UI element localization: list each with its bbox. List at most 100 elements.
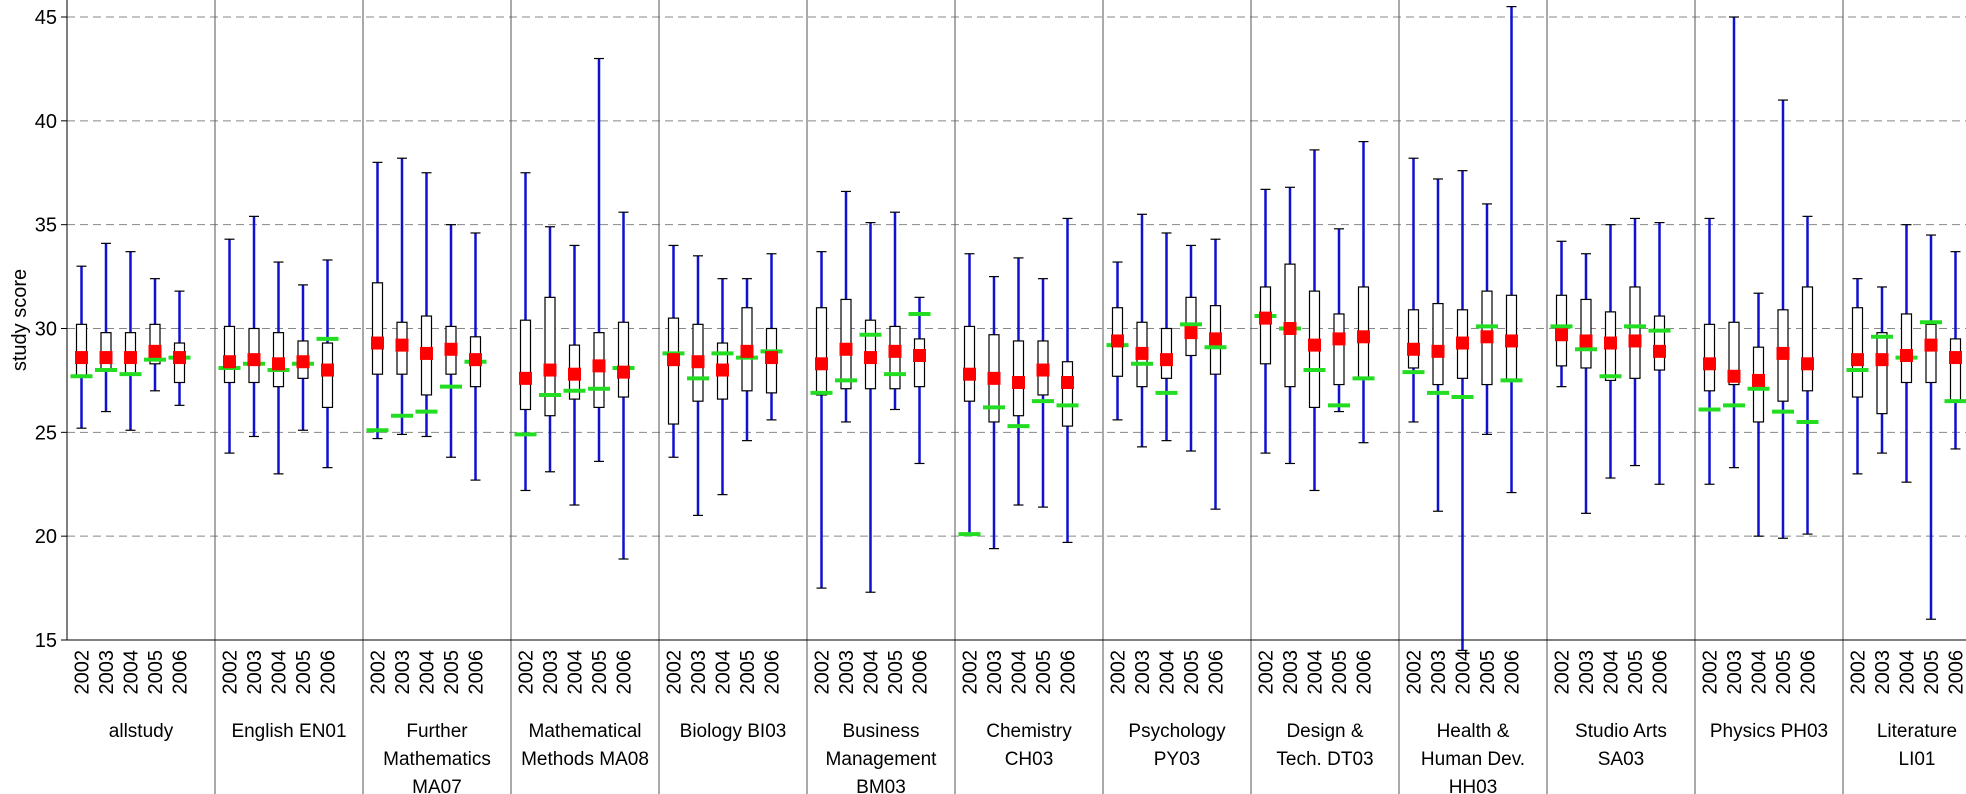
mean-marker: [395, 338, 409, 352]
y-tick-label: 35: [35, 215, 57, 237]
group-label: Management: [826, 749, 938, 770]
group-label: BM03: [856, 777, 906, 794]
mean-marker: [1111, 334, 1124, 348]
mean-marker: [469, 353, 482, 367]
year-label: 2006: [1650, 650, 1672, 695]
y-axis: 15 20 25 30 35 40 45: [35, 0, 1966, 652]
group-label: LI01: [1899, 749, 1936, 770]
year-label: 2003: [984, 650, 1006, 695]
mean-marker: [1407, 342, 1420, 356]
mean-marker: [1653, 344, 1666, 358]
group-label: Mathematical: [529, 721, 642, 742]
box: [1728, 321, 1740, 386]
mean-marker: [1456, 336, 1469, 350]
mean-marker: [223, 355, 236, 369]
group-label: Psychology: [1128, 721, 1226, 742]
year-label: 2004: [417, 650, 439, 695]
mean-marker: [1628, 334, 1642, 348]
year-label: 2006: [318, 650, 340, 695]
box: [1949, 338, 1962, 402]
year-label: 2006: [614, 650, 636, 695]
box: [1925, 323, 1937, 384]
year-label: 2003: [392, 650, 414, 695]
year-label: 2002: [1108, 650, 1130, 695]
year-label: 2002: [960, 650, 982, 695]
box: [1407, 309, 1420, 369]
year-label: 2002: [220, 650, 242, 695]
group-label: Business: [842, 721, 919, 742]
year-label: 2004: [1305, 650, 1327, 695]
mean-marker: [839, 342, 853, 356]
mean-marker: [1505, 334, 1518, 348]
year-label: 2002: [72, 650, 94, 695]
mean-marker: [1480, 330, 1494, 344]
mean-marker: [371, 336, 384, 350]
mean-marker: [1184, 326, 1198, 340]
y-axis-label: study score: [9, 269, 31, 371]
box: [1580, 298, 1592, 369]
mean-marker: [519, 371, 532, 385]
year-label: 2005: [441, 650, 463, 695]
year-label: 2006: [910, 650, 932, 695]
mean-marker: [444, 342, 458, 356]
mean-marker: [1924, 338, 1938, 352]
box: [1851, 307, 1864, 398]
mean-marker: [1703, 357, 1716, 371]
year-label: 2002: [812, 650, 834, 695]
year-label: 2003: [1132, 650, 1154, 695]
group-label: Health &: [1437, 721, 1510, 742]
year-label: 2002: [516, 650, 538, 695]
year-label: 2005: [1181, 650, 1203, 695]
group-label: Tech. DT03: [1276, 749, 1373, 770]
year-label: 2006: [1354, 650, 1376, 695]
year-label: 2006: [1798, 650, 1820, 695]
box: [617, 321, 630, 398]
group-label: Further: [406, 721, 468, 742]
box: [1061, 361, 1074, 427]
y-tick-label: 40: [35, 111, 57, 133]
box: [1432, 302, 1444, 386]
mean-marker: [1579, 334, 1593, 348]
box: [544, 296, 556, 417]
group-label: Mathematics: [383, 749, 491, 770]
year-label: 2004: [1601, 650, 1623, 695]
group-label: CH03: [1005, 749, 1054, 770]
mean-marker: [667, 353, 680, 367]
box: [1653, 315, 1666, 371]
year-label: 2006: [1502, 650, 1524, 695]
box: [1629, 286, 1641, 379]
y-tick-label: 15: [35, 630, 57, 652]
box: [1333, 313, 1345, 386]
y-tick-label: 20: [35, 526, 57, 548]
box: [371, 282, 384, 375]
mean-marker: [1431, 344, 1445, 358]
mean-marker: [247, 353, 261, 367]
year-label: 2002: [368, 650, 390, 695]
mean-marker: [1135, 346, 1149, 360]
group-separators: [214, 0, 1844, 794]
year-label: 2006: [466, 650, 488, 695]
mean-marker: [1875, 353, 1889, 367]
mean-marker: [1752, 373, 1765, 387]
year-label: 2005: [1625, 650, 1647, 695]
group-label: Literature: [1877, 721, 1957, 742]
year-label: 2004: [1009, 650, 1031, 695]
year-label: 2006: [1946, 650, 1966, 695]
group-label: PY03: [1154, 749, 1200, 770]
mean-marker: [1900, 348, 1913, 362]
year-label: 2004: [713, 650, 735, 695]
group-label: Biology BI03: [680, 721, 787, 742]
year-label: 2003: [1576, 650, 1598, 695]
year-label: 2002: [1848, 650, 1870, 695]
year-label: 2006: [762, 650, 784, 695]
box: [75, 323, 88, 377]
mean-marker: [1061, 375, 1074, 389]
mean-marker: [592, 359, 606, 373]
year-label: 2004: [1749, 650, 1771, 695]
boxes: [70, 6, 1966, 651]
year-label: 2005: [293, 650, 315, 695]
mean-marker: [124, 351, 137, 365]
year-label: 2002: [1552, 650, 1574, 695]
mean-marker: [691, 355, 705, 369]
box: [1801, 286, 1814, 392]
